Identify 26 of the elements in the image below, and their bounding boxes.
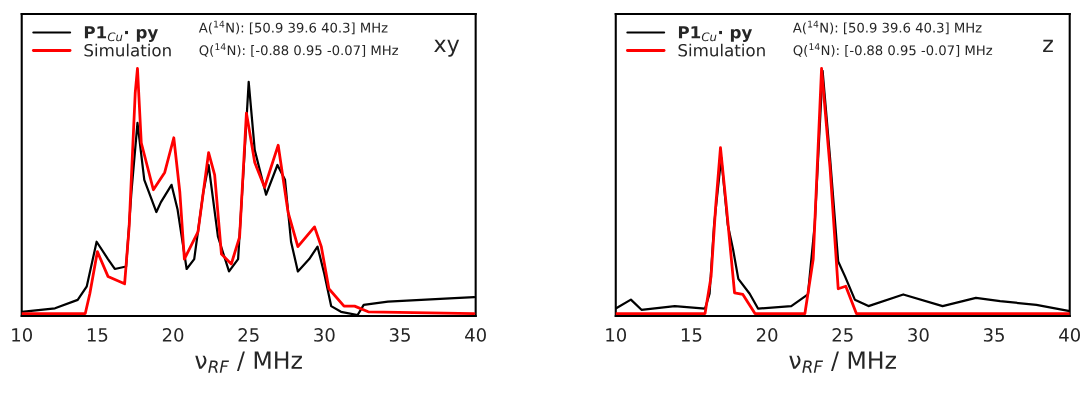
x-tick-label: 35 [983, 328, 1004, 342]
text: Q($^{14}$N): [-0.88 0.95 -0.07] MHz [793, 43, 993, 57]
x-tick-label: 30 [314, 328, 335, 342]
text: A($^{14}$N): [50.9 39.6 40.3] MHz [198, 20, 388, 35]
text: A($^{14}$N): [50.9 39.6 40.3] MHz [792, 20, 982, 35]
x-tick-label: 15 [87, 328, 108, 342]
x-tick-label: 40 [1059, 328, 1080, 342]
x-tick-label: 40 [465, 328, 486, 342]
x-axis-title: ν$_{RF}$ / MHz [195, 351, 302, 373]
text: xy [434, 39, 460, 57]
legend-label: P1$_{Cu}$· py [678, 26, 753, 42]
x-axis-title: ν$_{RF}$ / MHz [789, 351, 896, 373]
legend-label: P1$_{Cu}$· py [84, 26, 158, 42]
text: Q($^{14}$N): [-0.88 0.95 -0.07] MHz [199, 43, 399, 57]
x-tick-label: 30 [908, 328, 929, 342]
x-tick-label: 20 [756, 328, 778, 342]
x-tick-label: 10 [606, 328, 627, 342]
text: z [1043, 39, 1053, 53]
legend-label: Simulation [84, 43, 171, 57]
x-tick-label: 35 [389, 328, 410, 342]
legend-label: Simulation [678, 43, 765, 57]
x-tick-label: 20 [162, 328, 184, 342]
x-tick-label: 25 [832, 328, 853, 342]
x-tick-label: 25 [238, 328, 259, 342]
x-tick-label: 15 [681, 328, 702, 342]
x-tick-label: 10 [12, 328, 33, 342]
